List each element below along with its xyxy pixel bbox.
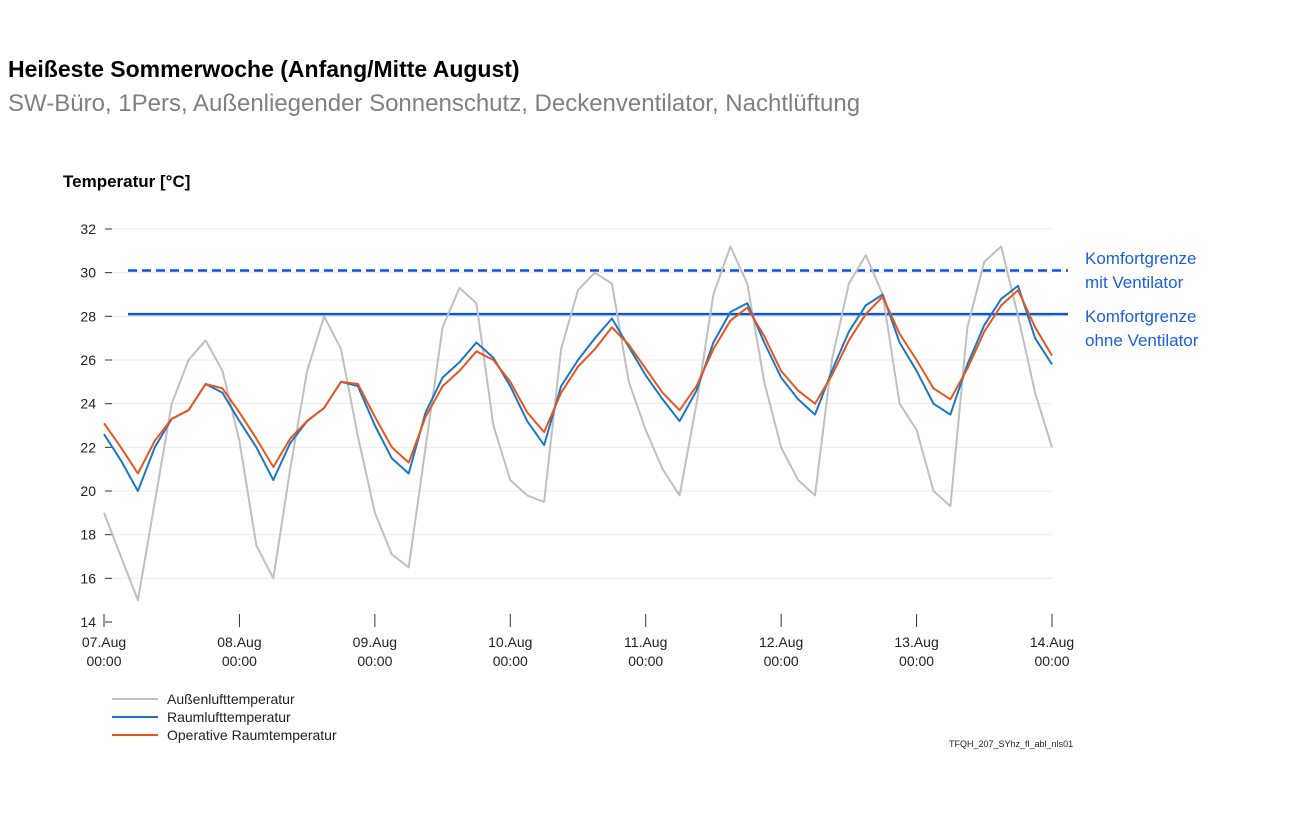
threshold-label-line: Komfortgrenze xyxy=(1085,249,1197,268)
y-tick-label: 28 xyxy=(80,308,96,324)
legend-item-outdoor: Außenlufttemperatur xyxy=(112,690,337,708)
threshold-label-without-fan: Komfortgrenze ohne Ventilator xyxy=(1085,305,1198,353)
legend-item-room-air: Raumlufttemperatur xyxy=(112,708,337,726)
threshold-label-with-fan: Komfortgrenze mit Ventilator xyxy=(1085,247,1197,295)
legend-swatch xyxy=(112,698,158,700)
y-tick-label: 22 xyxy=(80,439,96,455)
y-tick-label: 16 xyxy=(80,570,96,586)
x-tick-label: 08.Aug xyxy=(217,634,261,650)
legend: Außenlufttemperatur Raumlufttemperatur O… xyxy=(112,690,337,744)
chart-subtitle: SW-Büro, 1Pers, Außenliegender Sonnensch… xyxy=(8,90,861,117)
x-tick-label: 00:00 xyxy=(764,653,799,669)
x-tick-label: 00:00 xyxy=(493,653,528,669)
threshold-label-line: Komfortgrenze xyxy=(1085,307,1197,326)
x-tick-label: 12.Aug xyxy=(759,634,803,650)
x-tick-label: 00:00 xyxy=(899,653,934,669)
series-line xyxy=(103,284,1053,492)
y-tick-label: 14 xyxy=(80,614,96,630)
legend-label: Raumlufttemperatur xyxy=(167,709,291,725)
legend-item-operative: Operative Raumtemperatur xyxy=(112,726,337,744)
x-tick-label: 09.Aug xyxy=(353,634,397,650)
x-tick-label: 11.Aug xyxy=(624,634,667,650)
x-tick-label: 00:00 xyxy=(1034,653,1069,669)
y-tick-label: 18 xyxy=(80,527,96,543)
y-tick-label: 32 xyxy=(80,221,96,237)
x-tick-label: 00:00 xyxy=(628,653,663,669)
legend-swatch xyxy=(112,734,158,736)
chart-title: Heißeste Sommerwoche (Anfang/Mitte Augus… xyxy=(8,56,520,82)
x-tick-label: 00:00 xyxy=(357,653,392,669)
x-tick-label: 00:00 xyxy=(222,653,257,669)
x-tick-label: 14.Aug xyxy=(1030,634,1074,650)
threshold-label-line: ohne Ventilator xyxy=(1085,331,1199,350)
x-tick-label: 13.Aug xyxy=(894,634,938,650)
x-tick-label: 07.Aug xyxy=(82,634,126,650)
legend-label: Operative Raumtemperatur xyxy=(167,727,337,743)
source-id: TFQH_207_SYhz_fl_abl_nls01 xyxy=(949,739,1074,749)
y-tick-label: 30 xyxy=(80,265,96,281)
y-axis-label: Temperatur [°C] xyxy=(63,172,191,191)
y-tick-label: 26 xyxy=(80,352,96,368)
threshold-label-line: mit Ventilator xyxy=(1085,273,1184,292)
y-tick-label: 20 xyxy=(80,483,96,499)
series-line xyxy=(103,289,1053,475)
x-tick-label: 10.Aug xyxy=(488,634,532,650)
legend-label: Außenlufttemperatur xyxy=(167,691,295,707)
series-line xyxy=(103,245,1053,602)
x-tick-label: 00:00 xyxy=(86,653,121,669)
legend-swatch xyxy=(112,716,158,718)
y-tick-label: 24 xyxy=(80,396,96,412)
